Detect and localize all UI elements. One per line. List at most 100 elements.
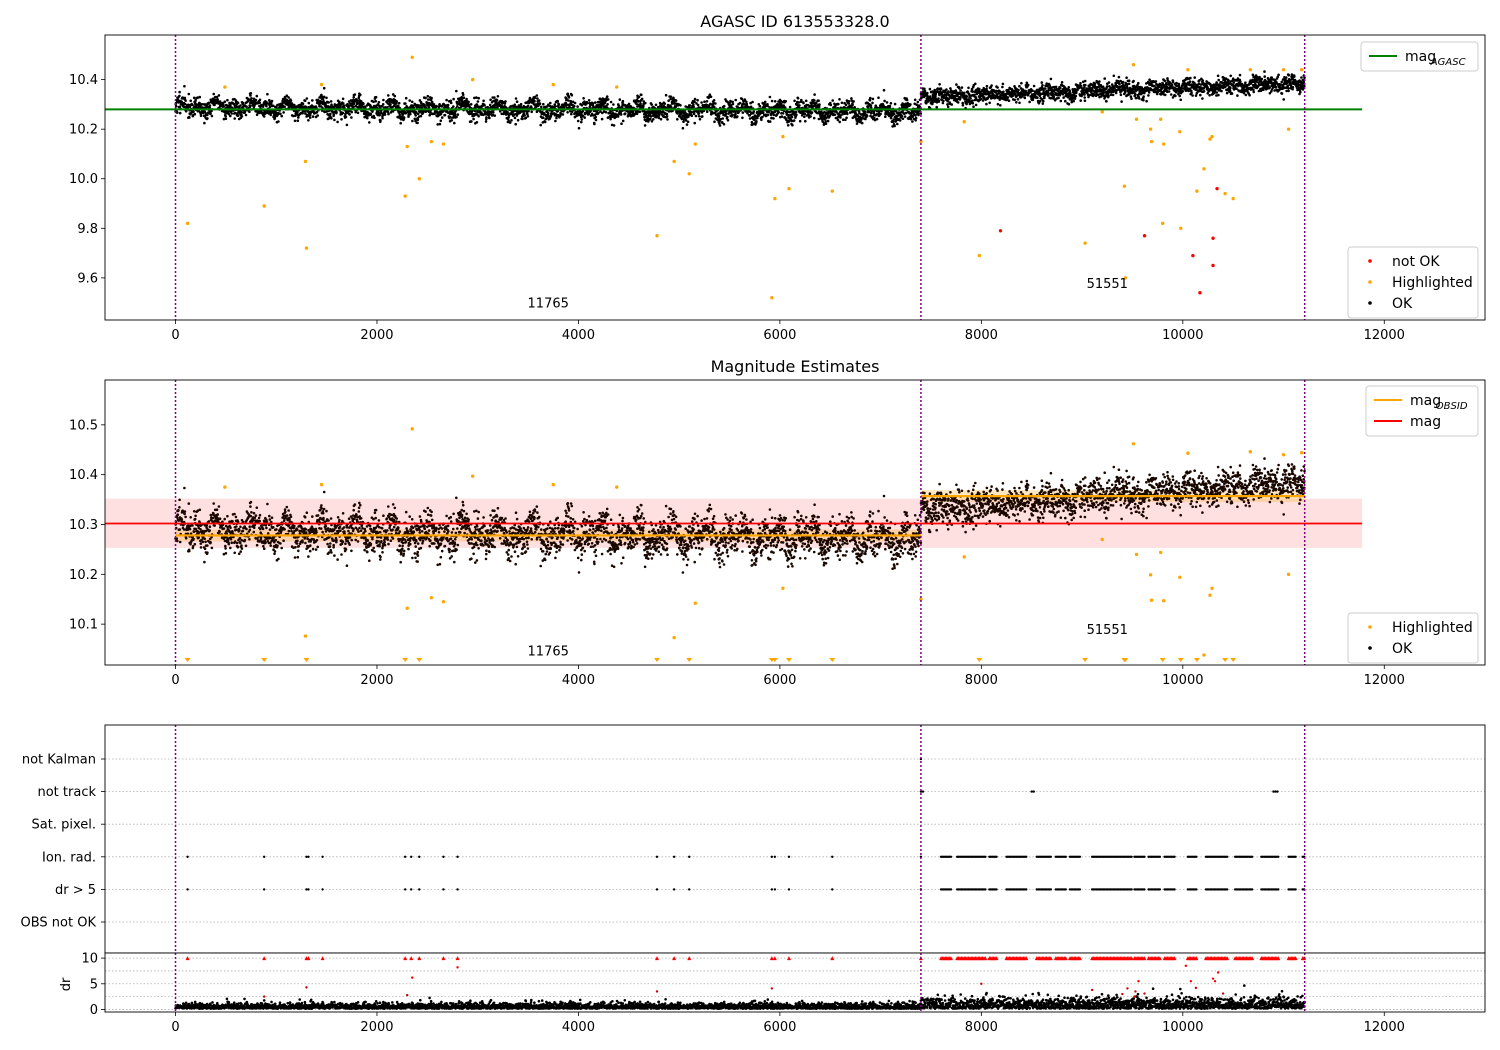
flag-point: [655, 888, 659, 891]
dr-clipped-marker: [262, 956, 267, 961]
dr-outlier-point: [1134, 990, 1137, 993]
flag-point: [995, 888, 998, 891]
flag-category-label: dr > 5: [55, 883, 96, 898]
dr-clipped-marker: [1129, 956, 1134, 961]
flag-point: [1143, 855, 1146, 858]
below-range-marker: [261, 658, 268, 662]
dr-outlier-point: [1121, 992, 1124, 996]
flag-point: [672, 888, 676, 891]
dr-clipped-marker: [786, 956, 791, 961]
dr-clipped-marker: [455, 956, 460, 961]
flag-point: [1294, 888, 1297, 891]
x-tick-label: 2000: [360, 673, 393, 688]
flag-point: [418, 855, 421, 858]
flag-point: [307, 855, 310, 858]
flag-category-label: not track: [37, 785, 96, 800]
not-ok-point: [998, 229, 1003, 233]
dr-outlier-point: [1137, 980, 1140, 983]
highlighted-point: [1148, 127, 1153, 131]
dr-outlier-point: [655, 990, 659, 993]
x-tick-label: 12000: [1364, 673, 1405, 688]
axes-background: [105, 725, 1485, 953]
dr-outlier-point: [405, 993, 409, 997]
chart-title: AGASC ID 613553328.0: [700, 12, 889, 31]
panel-flags: not Kalman not track Sat. pixel. Ion. rad. d…: [21, 724, 1486, 954]
flag-point: [770, 855, 774, 858]
highlighted-point: [919, 597, 923, 601]
axes-background: [105, 380, 1485, 665]
legend-subscript: AGASC: [1430, 57, 1466, 68]
dr-outlier-point: [1189, 980, 1193, 983]
flag-category-label: not Kalman: [22, 753, 96, 768]
x-tick-label: 2000: [360, 1020, 393, 1035]
below-range-marker: [785, 658, 792, 662]
legend-marker: [1368, 625, 1372, 629]
x-tick-label: 2000: [360, 328, 393, 343]
dr-clipped-marker: [441, 956, 446, 961]
below-range-marker: [1230, 658, 1237, 662]
flag-point: [186, 888, 189, 891]
x-tick-label: 8000: [965, 1020, 998, 1035]
legend-label: mag: [1405, 49, 1436, 65]
flag-point: [1277, 888, 1280, 891]
dr-outlier-point: [456, 966, 459, 969]
dr-outlier-point: [1184, 964, 1188, 968]
dr-clipped-marker: [772, 956, 777, 961]
highlighted-point: [1161, 142, 1166, 146]
dr-outlier-point: [1133, 995, 1136, 998]
highlighted-point: [1286, 572, 1291, 577]
flag-point: [1143, 888, 1146, 891]
x-tick-label: 6000: [763, 673, 796, 688]
legend-label: not OK: [1392, 254, 1440, 270]
legend-marker: [1368, 646, 1372, 650]
dr-points: [174, 984, 1307, 1010]
highlighted-point: [1248, 67, 1252, 72]
highlighted-point: [830, 189, 834, 193]
below-range-marker: [686, 658, 693, 662]
highlighted-point: [1122, 184, 1127, 188]
flag-point: [770, 888, 774, 891]
flag-point: [305, 855, 308, 858]
legend-box: [1347, 612, 1479, 664]
highlighted-point: [262, 204, 266, 208]
y-tick-label: 5: [90, 977, 98, 992]
flag-point: [921, 790, 925, 793]
highlighted-point: [672, 635, 676, 640]
flag-point: [305, 888, 308, 891]
highlighted-point: [410, 427, 414, 431]
legend-marker: [1368, 301, 1372, 305]
flag-point: [418, 888, 421, 891]
highlighted-point: [303, 159, 308, 164]
dr-clipped-marker: [983, 956, 988, 961]
highlighted-point: [403, 194, 407, 198]
highlighted-point: [417, 177, 421, 181]
highlighted-point: [1148, 573, 1153, 577]
legend-label: Highlighted: [1392, 275, 1473, 291]
highlighted-point: [223, 85, 227, 89]
highlighted-point: [1134, 117, 1139, 121]
flag-point: [1225, 855, 1229, 858]
highlighted-point: [1100, 537, 1104, 542]
flag-point: [321, 855, 324, 858]
highlighted-point: [787, 186, 791, 191]
highlighted-point: [1223, 191, 1227, 196]
highlighted-point: [1131, 442, 1136, 446]
flag-point: [1064, 855, 1067, 858]
flag-point: [1195, 888, 1198, 891]
highlighted-point: [1195, 189, 1199, 193]
highlighted-point: [781, 134, 785, 139]
not-ok-point: [1211, 263, 1215, 268]
y-tick-label: 10.4: [69, 73, 98, 88]
flag-point: [688, 888, 691, 891]
dr-outlier-point: [770, 987, 774, 990]
highlighted-point: [1179, 226, 1183, 231]
highlighted-point: [1281, 453, 1286, 457]
highlighted-point: [672, 159, 676, 164]
flag-point: [949, 888, 953, 891]
flag-point: [186, 855, 189, 858]
highlighted-point: [551, 482, 555, 487]
highlighted-point: [185, 221, 190, 226]
dr-outlier-point: [1221, 992, 1225, 995]
dr-clipped-marker: [1024, 956, 1029, 961]
